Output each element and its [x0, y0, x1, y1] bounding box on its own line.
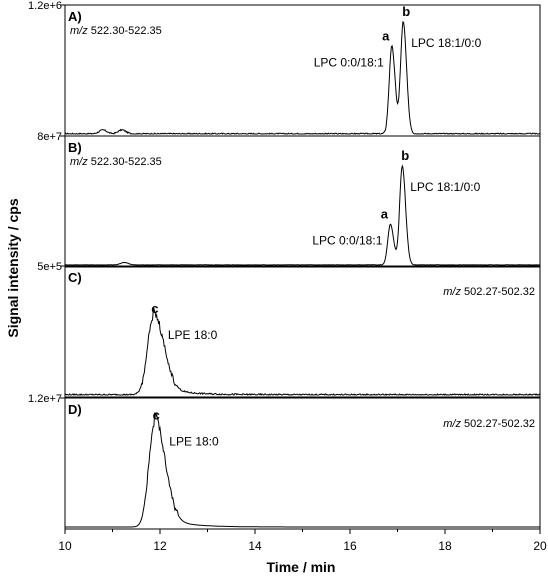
peak-name: LPE 18:0: [169, 434, 219, 448]
y-axis-label: Signal intensity / cps: [5, 198, 21, 337]
panel-b: 8e+7 B)m/z 522.30-522.35 a LPC 0:0/18:1 b LPC…: [37, 131, 541, 268]
peak-name: LPC 18:1/0:0: [410, 180, 480, 194]
signal-trace: [65, 412, 540, 528]
mz-prefix: m/z: [443, 286, 461, 298]
peak-letter: a: [382, 28, 390, 43]
x-tick-label: 18: [438, 539, 452, 553]
mz-range-label: m/z 522.30-522.35: [70, 156, 162, 168]
signal-trace: [64, 20, 541, 135]
panel-label: A): [68, 9, 82, 24]
peak-letter: c: [153, 407, 160, 422]
mz-value: 502.27-502.32: [461, 418, 535, 430]
signal-trace: [64, 308, 541, 396]
mz-prefix: m/z: [443, 418, 461, 430]
y-tick-label: 1.2e+6: [28, 0, 62, 12]
x-tick-label: 12: [153, 539, 167, 553]
mz-value: 522.30-522.35: [88, 25, 162, 37]
peak-name: LPC 0:0/18:1: [314, 55, 384, 69]
panel-label: B): [68, 140, 82, 155]
x-axis: 10 12 14 16 18 20: [58, 529, 547, 553]
panel-frame: [64, 265, 541, 398]
mz-range-label: m/z 502.27-502.32: [443, 286, 535, 298]
mz-value: 502.27-502.32: [461, 286, 535, 298]
peak-name: LPC 0:0/18:1: [312, 233, 382, 247]
mz-prefix: m/z: [70, 156, 88, 168]
peak-name: LPC 18:1/0:0: [411, 36, 481, 50]
x-tick-label: 10: [58, 539, 72, 553]
signal-trace: [64, 164, 540, 266]
y-tick-label: 1.2e+7: [28, 393, 62, 405]
peak-letter: b: [402, 4, 410, 19]
mz-value: 522.30-522.35: [88, 156, 162, 168]
panel-a: 1.2e+6 A)m/z 522.30-522.35 a LPC 0:0/18:1 b L…: [28, 0, 541, 137]
peak-name: LPE 18:0: [168, 328, 218, 342]
x-axis-label: Time / min: [267, 559, 336, 575]
panel-label: C): [68, 270, 82, 285]
panel-c: 5e+5 C) m/z 502.27-502.32 c LPE 18:0: [37, 261, 541, 398]
y-tick-label: 8e+7: [37, 131, 62, 143]
y-tick-label: 5e+5: [37, 261, 62, 273]
mz-prefix: m/z: [70, 25, 88, 37]
mz-range-label: m/z 502.27-502.32: [443, 418, 535, 430]
peak-letter: c: [151, 301, 158, 316]
panel-label: D): [68, 402, 82, 417]
x-tick-label: 14: [248, 539, 262, 553]
x-tick-label: 20: [533, 539, 547, 553]
x-tick-label: 16: [343, 539, 357, 553]
peak-letter: b: [401, 148, 409, 163]
panel-d: 1.2e+7 D) m/z 502.27-502.32 c LPE 18:0: [28, 393, 541, 530]
mz-range-label: m/z 522.30-522.35: [70, 25, 162, 37]
panel-frame: [64, 135, 541, 268]
peak-letter: a: [381, 206, 389, 221]
